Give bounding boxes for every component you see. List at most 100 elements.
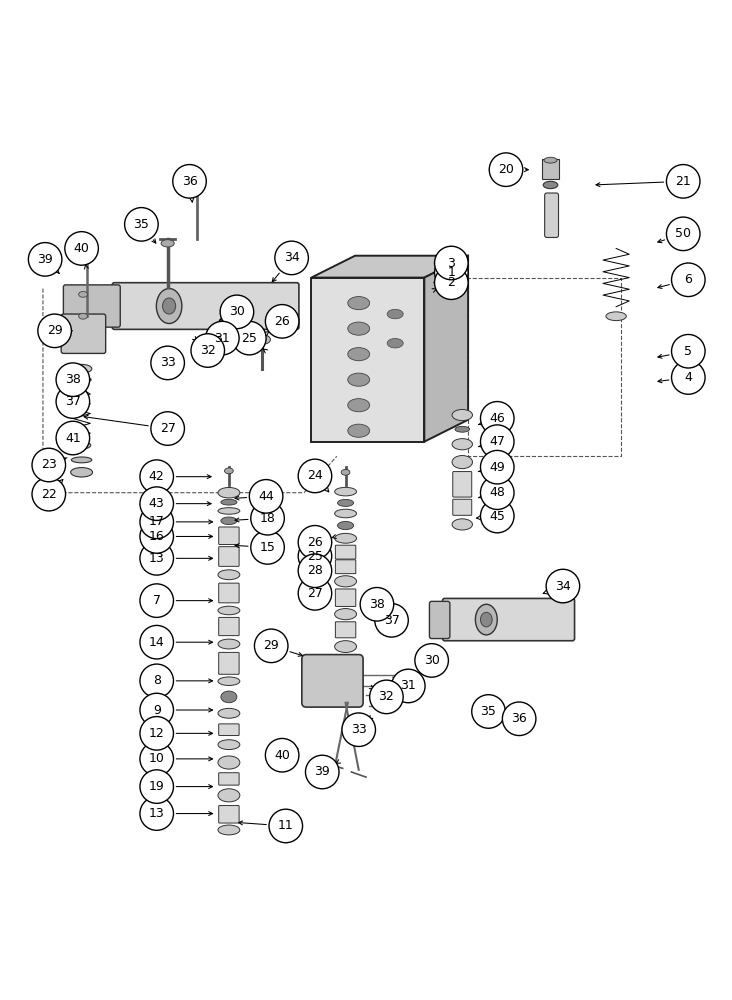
Ellipse shape bbox=[335, 673, 356, 683]
Bar bbox=[542, 159, 559, 179]
Circle shape bbox=[435, 246, 468, 280]
Circle shape bbox=[671, 361, 705, 394]
Text: 4: 4 bbox=[684, 371, 692, 384]
Text: 50: 50 bbox=[675, 227, 691, 240]
Text: 5: 5 bbox=[684, 345, 692, 358]
FancyBboxPatch shape bbox=[61, 314, 105, 353]
Ellipse shape bbox=[218, 570, 240, 580]
Circle shape bbox=[29, 243, 62, 276]
FancyBboxPatch shape bbox=[219, 724, 239, 736]
Circle shape bbox=[480, 425, 514, 458]
FancyBboxPatch shape bbox=[335, 656, 356, 670]
Text: 33: 33 bbox=[351, 723, 367, 736]
Ellipse shape bbox=[335, 576, 356, 587]
Circle shape bbox=[140, 542, 173, 575]
FancyBboxPatch shape bbox=[430, 601, 450, 639]
Ellipse shape bbox=[218, 825, 240, 835]
Ellipse shape bbox=[78, 313, 87, 319]
Text: 9: 9 bbox=[153, 704, 160, 717]
Circle shape bbox=[32, 477, 66, 511]
Ellipse shape bbox=[341, 469, 350, 475]
Text: 18: 18 bbox=[260, 512, 275, 525]
Circle shape bbox=[140, 717, 173, 750]
Circle shape bbox=[342, 713, 376, 746]
Text: 21: 21 bbox=[676, 175, 691, 188]
Text: 19: 19 bbox=[149, 780, 165, 793]
Text: 26: 26 bbox=[274, 315, 290, 328]
Text: 22: 22 bbox=[41, 488, 56, 501]
Ellipse shape bbox=[387, 338, 403, 348]
Ellipse shape bbox=[475, 604, 497, 635]
Text: 20: 20 bbox=[498, 163, 514, 176]
Circle shape bbox=[140, 584, 173, 617]
Text: 41: 41 bbox=[65, 432, 81, 445]
Text: 7: 7 bbox=[153, 594, 161, 607]
Text: 12: 12 bbox=[149, 727, 165, 740]
Ellipse shape bbox=[348, 424, 370, 437]
Text: 30: 30 bbox=[424, 654, 440, 667]
Circle shape bbox=[151, 412, 184, 445]
Circle shape bbox=[56, 385, 89, 418]
Circle shape bbox=[298, 539, 332, 573]
Ellipse shape bbox=[78, 291, 87, 297]
Text: 25: 25 bbox=[307, 550, 323, 563]
Circle shape bbox=[671, 263, 705, 297]
Ellipse shape bbox=[335, 533, 356, 543]
FancyBboxPatch shape bbox=[112, 283, 299, 329]
Ellipse shape bbox=[335, 609, 356, 620]
Text: 35: 35 bbox=[133, 218, 149, 231]
Ellipse shape bbox=[72, 457, 92, 463]
Text: 29: 29 bbox=[264, 639, 279, 652]
Text: 14: 14 bbox=[149, 636, 165, 649]
Circle shape bbox=[56, 421, 89, 455]
Text: 45: 45 bbox=[489, 510, 505, 523]
Circle shape bbox=[480, 476, 514, 509]
Text: 39: 39 bbox=[37, 253, 53, 266]
Text: 25: 25 bbox=[242, 332, 257, 345]
Text: 1: 1 bbox=[447, 266, 455, 279]
Text: 38: 38 bbox=[369, 598, 385, 611]
Circle shape bbox=[298, 554, 332, 588]
Ellipse shape bbox=[348, 322, 370, 335]
Circle shape bbox=[206, 321, 239, 355]
Text: 37: 37 bbox=[384, 614, 400, 627]
Text: 47: 47 bbox=[489, 435, 505, 448]
Ellipse shape bbox=[218, 740, 240, 750]
Text: 31: 31 bbox=[400, 679, 417, 692]
FancyBboxPatch shape bbox=[219, 773, 239, 785]
Text: 26: 26 bbox=[307, 536, 323, 549]
Ellipse shape bbox=[221, 499, 237, 505]
FancyBboxPatch shape bbox=[335, 545, 356, 559]
Text: 28: 28 bbox=[307, 564, 323, 577]
Text: 34: 34 bbox=[555, 580, 571, 593]
Ellipse shape bbox=[452, 439, 472, 450]
Text: 2: 2 bbox=[447, 276, 455, 289]
Text: 40: 40 bbox=[74, 242, 89, 255]
Ellipse shape bbox=[543, 181, 558, 189]
Ellipse shape bbox=[72, 442, 91, 449]
Circle shape bbox=[140, 460, 173, 493]
FancyBboxPatch shape bbox=[443, 598, 575, 641]
Ellipse shape bbox=[452, 409, 472, 421]
Ellipse shape bbox=[348, 373, 370, 386]
Ellipse shape bbox=[218, 708, 240, 718]
Text: 11: 11 bbox=[278, 819, 294, 832]
FancyBboxPatch shape bbox=[219, 806, 239, 823]
Circle shape bbox=[140, 664, 173, 698]
Polygon shape bbox=[425, 256, 468, 442]
Ellipse shape bbox=[544, 157, 557, 163]
Circle shape bbox=[480, 402, 514, 435]
Text: 36: 36 bbox=[182, 175, 198, 188]
Ellipse shape bbox=[218, 508, 240, 514]
Text: 32: 32 bbox=[200, 344, 216, 357]
Text: 6: 6 bbox=[684, 273, 692, 286]
Ellipse shape bbox=[335, 509, 356, 518]
Circle shape bbox=[140, 520, 173, 553]
Circle shape bbox=[140, 505, 173, 539]
Polygon shape bbox=[311, 278, 425, 442]
Circle shape bbox=[266, 738, 299, 772]
Ellipse shape bbox=[218, 487, 240, 498]
Circle shape bbox=[191, 334, 225, 367]
Circle shape bbox=[415, 644, 449, 677]
Ellipse shape bbox=[606, 312, 627, 321]
